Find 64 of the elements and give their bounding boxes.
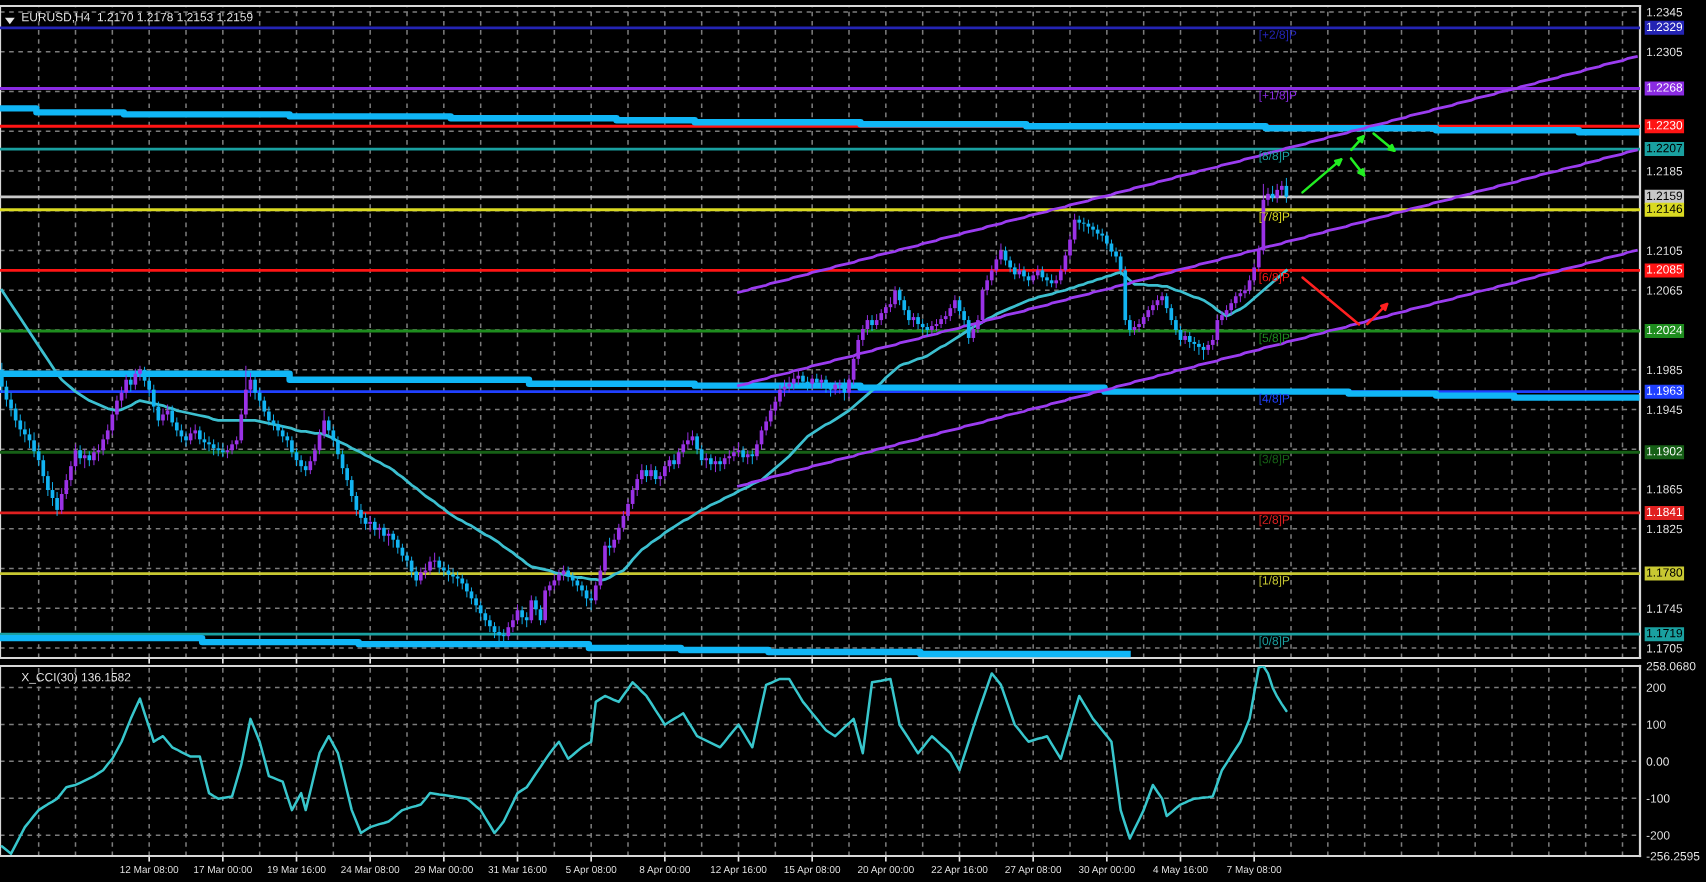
candlestick	[837, 379, 842, 395]
candlestick	[405, 551, 409, 569]
candlestick	[709, 453, 713, 471]
candlestick	[138, 365, 142, 382]
candlestick	[184, 430, 188, 447]
candlestick	[1160, 291, 1164, 306]
candlestick	[686, 431, 690, 450]
candlestick	[704, 452, 709, 469]
candlestick	[543, 585, 547, 624]
candlestick	[428, 556, 432, 575]
candlestick	[262, 396, 267, 417]
line-series	[737, 148, 1638, 388]
candlestick	[824, 375, 828, 394]
candlestick	[649, 463, 653, 481]
candlestick	[78, 444, 82, 465]
candlestick	[368, 515, 373, 533]
candlestick	[557, 569, 561, 586]
candlestick	[230, 439, 234, 455]
candlestick	[953, 294, 957, 314]
candlestick	[382, 523, 386, 543]
candlestick	[1081, 217, 1086, 233]
candlestick	[290, 435, 294, 458]
candlestick	[966, 315, 971, 345]
candlestick	[82, 448, 87, 469]
candlestick	[672, 453, 676, 470]
candlestick	[778, 384, 782, 408]
candlestick	[718, 456, 722, 472]
candlestick	[478, 600, 483, 621]
candlestick	[589, 590, 594, 611]
candlestick	[92, 445, 96, 466]
candlestick	[1022, 265, 1026, 282]
candlestick	[916, 312, 920, 330]
candlestick	[1183, 330, 1187, 345]
candlestick	[930, 320, 934, 335]
candlestick	[1206, 340, 1210, 356]
candlestick	[451, 568, 455, 584]
candlestick	[299, 454, 303, 473]
candlestick	[893, 285, 897, 309]
candlestick	[768, 404, 773, 427]
candlestick	[529, 594, 534, 624]
candlestick	[870, 314, 874, 332]
candlestick	[939, 314, 943, 329]
candlestick	[465, 578, 469, 598]
candlestick	[488, 614, 492, 633]
candlestick	[732, 445, 736, 462]
candlestick	[1091, 222, 1095, 238]
candlestick	[1045, 272, 1049, 287]
candlestick	[207, 435, 211, 452]
line-series	[0, 666, 1288, 855]
candlestick	[124, 374, 128, 400]
candlestick	[32, 431, 36, 458]
candlestick	[1197, 339, 1201, 356]
candlestick	[1137, 318, 1141, 333]
line-series	[737, 55, 1638, 294]
candlestick	[1215, 314, 1220, 345]
candlestick	[161, 408, 165, 426]
candlestick	[23, 420, 27, 443]
candlestick	[474, 593, 478, 613]
candlestick	[1151, 299, 1155, 316]
candlestick	[741, 445, 745, 463]
candlestick	[276, 419, 280, 437]
candlestick	[520, 605, 524, 625]
line-series	[737, 249, 1638, 488]
candlestick	[1275, 183, 1280, 204]
